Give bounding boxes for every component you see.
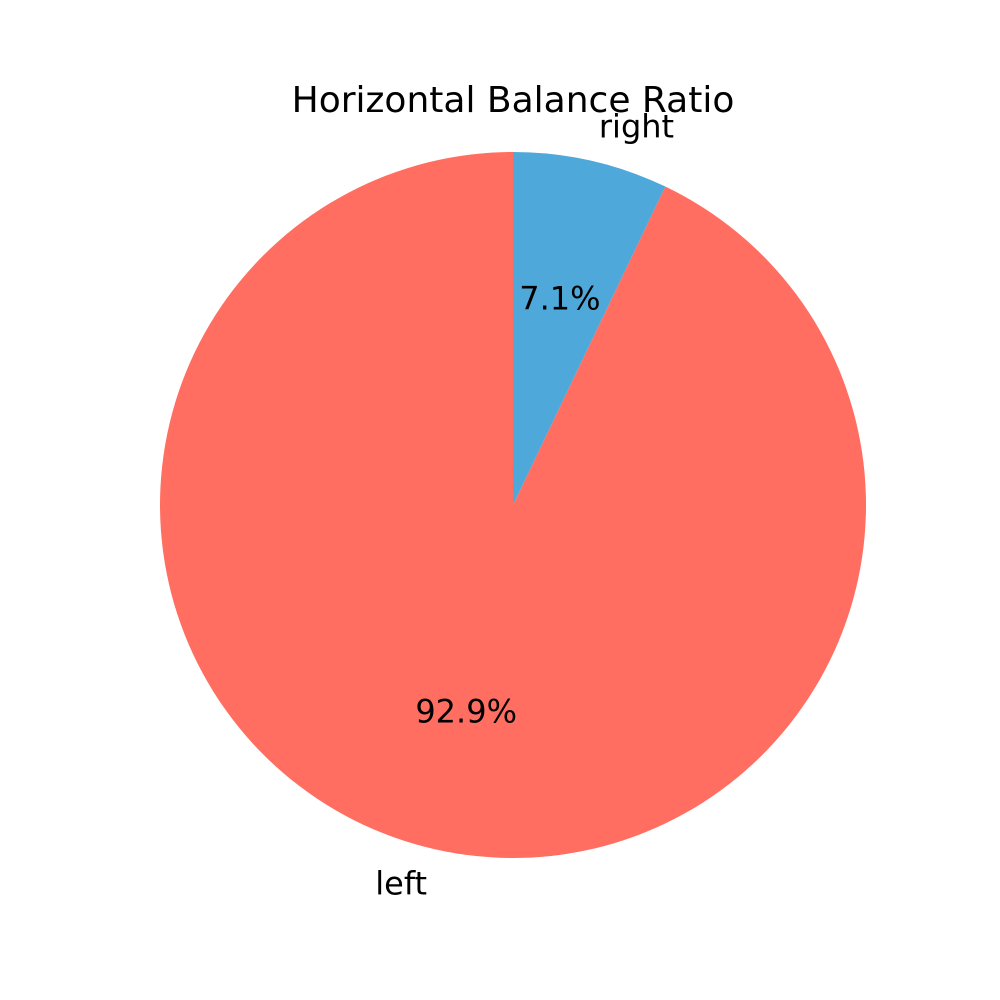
pie-labels: 92.9% left 7.1% right [375,107,674,902]
pie-pct-label-right: 7.1% [519,279,600,317]
pie-pct-label-left: 92.9% [415,693,517,731]
chart-title: Horizontal Balance Ratio [292,80,735,121]
pie-category-label-left: left [375,865,427,903]
pie-slice-right [513,152,666,505]
pie-slice-left [159,152,866,859]
pie-category-label-right: right [599,107,674,145]
pie-slices [159,152,866,859]
